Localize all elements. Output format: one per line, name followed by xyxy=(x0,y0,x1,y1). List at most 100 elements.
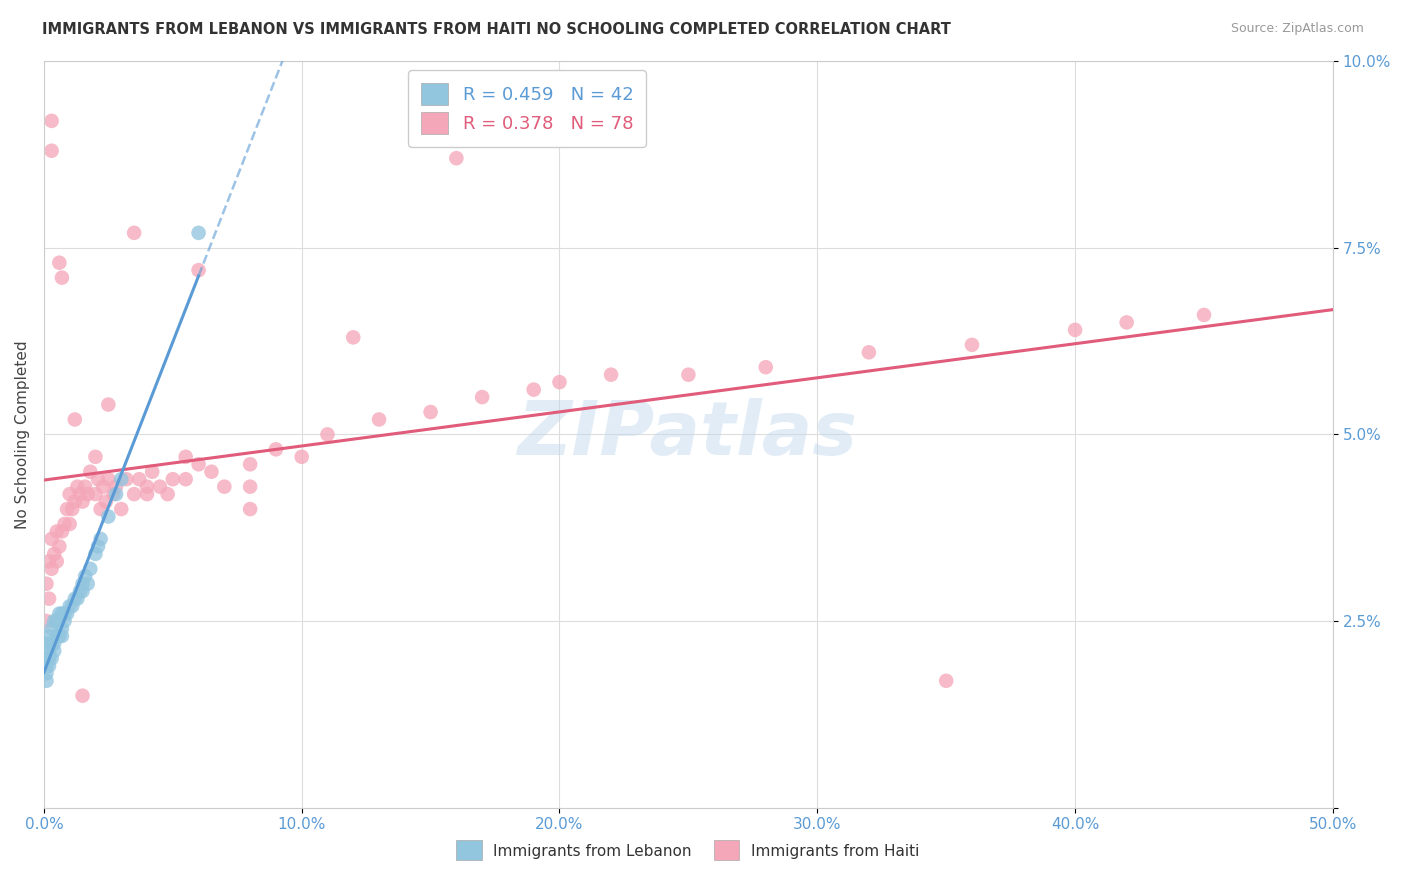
Point xyxy=(75,569,97,583)
Point xyxy=(41,144,63,158)
Point xyxy=(162,472,184,486)
Y-axis label: No Schooling Completed: No Schooling Completed xyxy=(15,340,30,529)
Point xyxy=(84,487,107,501)
Point xyxy=(35,651,58,665)
Point xyxy=(115,472,138,486)
Point xyxy=(41,532,63,546)
Point xyxy=(755,360,778,375)
Point xyxy=(41,651,63,665)
Point xyxy=(38,651,60,665)
Point xyxy=(90,532,112,546)
Point xyxy=(38,629,60,643)
Point xyxy=(45,524,67,539)
Point xyxy=(38,591,60,606)
Point xyxy=(51,622,73,636)
Point xyxy=(239,502,262,516)
Point xyxy=(76,576,98,591)
Point xyxy=(56,502,79,516)
Point xyxy=(35,673,58,688)
Point xyxy=(63,412,86,426)
Point xyxy=(84,450,107,464)
Point xyxy=(69,487,91,501)
Text: Source: ZipAtlas.com: Source: ZipAtlas.com xyxy=(1230,22,1364,36)
Point xyxy=(59,516,82,531)
Point xyxy=(935,673,957,688)
Point xyxy=(60,502,83,516)
Point xyxy=(187,226,209,240)
Point xyxy=(41,113,63,128)
Point xyxy=(239,480,262,494)
Point xyxy=(214,480,236,494)
Point xyxy=(87,540,110,554)
Point xyxy=(97,509,120,524)
Point xyxy=(69,584,91,599)
Point xyxy=(105,487,128,501)
Point xyxy=(53,516,76,531)
Point xyxy=(122,226,145,240)
Point xyxy=(60,599,83,613)
Point xyxy=(84,547,107,561)
Point xyxy=(174,450,197,464)
Point xyxy=(72,689,94,703)
Point xyxy=(264,442,287,457)
Point xyxy=(91,480,114,494)
Point xyxy=(45,554,67,568)
Point xyxy=(35,576,58,591)
Point xyxy=(72,584,94,599)
Point xyxy=(1064,323,1087,337)
Point xyxy=(87,472,110,486)
Point xyxy=(523,383,546,397)
Point xyxy=(94,494,117,508)
Point xyxy=(44,614,66,628)
Point xyxy=(110,502,132,516)
Point xyxy=(48,256,70,270)
Point xyxy=(105,480,128,494)
Point xyxy=(56,607,79,621)
Point xyxy=(174,472,197,486)
Point xyxy=(471,390,494,404)
Point xyxy=(136,480,159,494)
Point xyxy=(239,457,262,471)
Legend: R = 0.459   N = 42, R = 0.378   N = 78: R = 0.459 N = 42, R = 0.378 N = 78 xyxy=(409,70,645,146)
Point xyxy=(63,494,86,508)
Point xyxy=(316,427,339,442)
Point xyxy=(51,270,73,285)
Point xyxy=(446,151,468,165)
Text: Immigrants from Lebanon: Immigrants from Lebanon xyxy=(494,844,692,859)
Point xyxy=(63,591,86,606)
Point xyxy=(110,472,132,486)
Point xyxy=(38,658,60,673)
Point xyxy=(1115,315,1137,329)
Point xyxy=(342,330,364,344)
Point xyxy=(44,644,66,658)
Point xyxy=(97,472,120,486)
Point xyxy=(72,494,94,508)
Text: Immigrants from Haiti: Immigrants from Haiti xyxy=(751,844,920,859)
Point xyxy=(66,591,89,606)
Point xyxy=(75,480,97,494)
Point xyxy=(76,487,98,501)
Point xyxy=(35,666,58,681)
Point xyxy=(51,524,73,539)
Text: IMMIGRANTS FROM LEBANON VS IMMIGRANTS FROM HAITI NO SCHOOLING COMPLETED CORRELAT: IMMIGRANTS FROM LEBANON VS IMMIGRANTS FR… xyxy=(42,22,950,37)
Point xyxy=(136,487,159,501)
Point xyxy=(128,472,150,486)
Point xyxy=(44,636,66,650)
Point xyxy=(200,465,222,479)
Point xyxy=(51,607,73,621)
Point xyxy=(187,263,209,277)
Point xyxy=(38,644,60,658)
Point xyxy=(79,562,101,576)
Point xyxy=(48,607,70,621)
Point xyxy=(858,345,880,359)
Point xyxy=(53,614,76,628)
Point xyxy=(51,629,73,643)
Point xyxy=(72,576,94,591)
Point xyxy=(600,368,623,382)
Point xyxy=(1192,308,1215,322)
Point xyxy=(149,480,172,494)
Point xyxy=(41,562,63,576)
Point xyxy=(66,480,89,494)
Point xyxy=(678,368,700,382)
Point xyxy=(48,540,70,554)
